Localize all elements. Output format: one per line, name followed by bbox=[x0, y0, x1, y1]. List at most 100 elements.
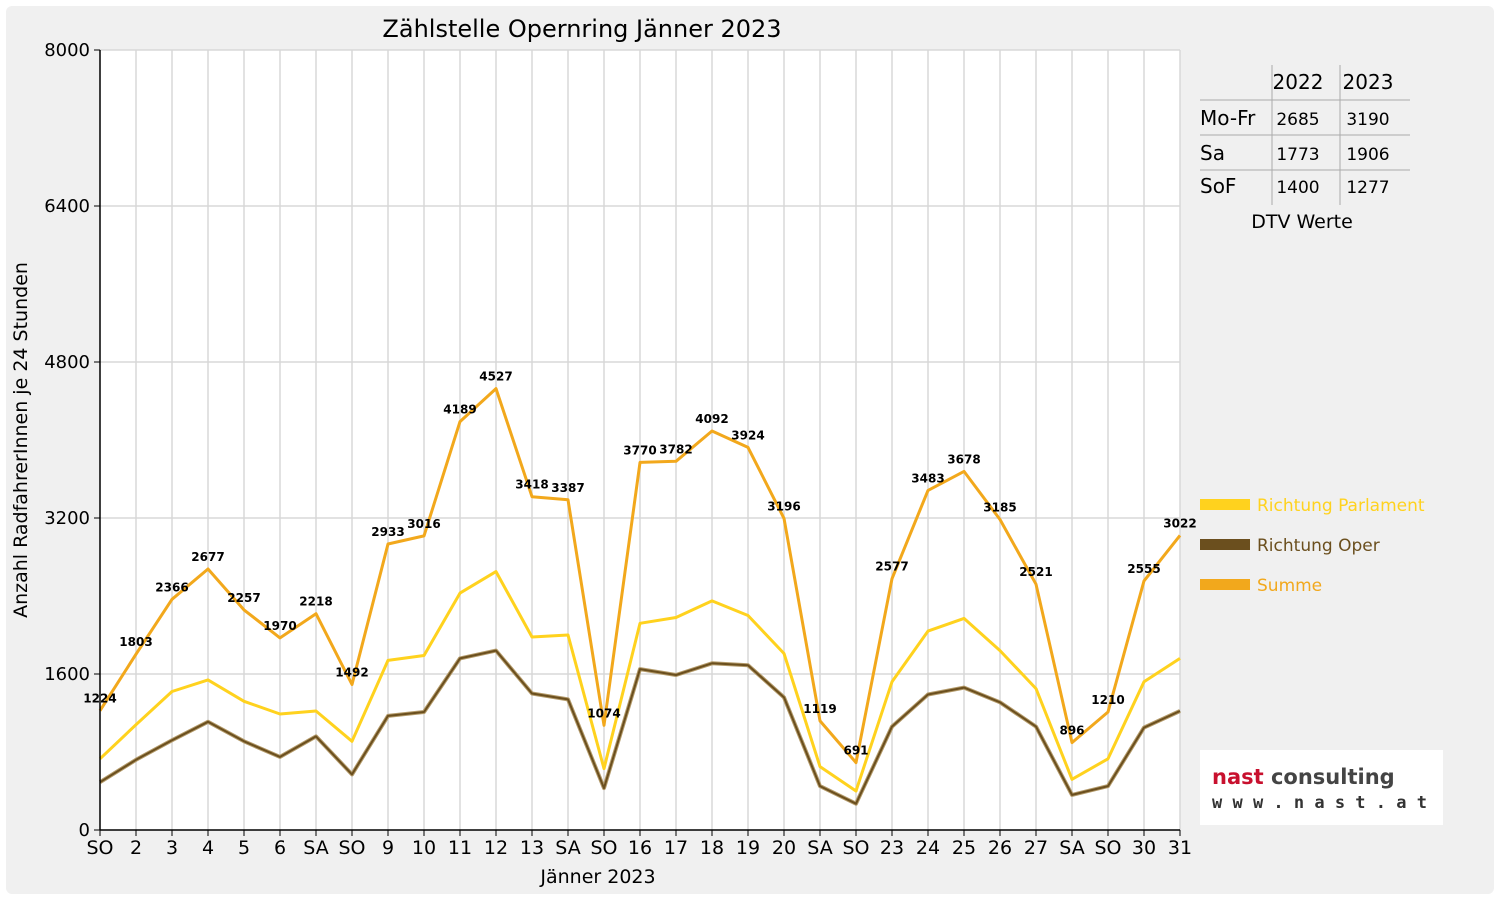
data-label: 2218 bbox=[299, 595, 332, 609]
x-tick-label: 20 bbox=[772, 837, 796, 859]
x-tick-label: SA bbox=[303, 837, 328, 859]
y-axis-label: Anzahl RadfahrerInnen je 24 Stunden bbox=[10, 262, 32, 618]
data-label: 3185 bbox=[983, 500, 1016, 514]
dtv-row-label: SoF bbox=[1200, 174, 1236, 198]
legend-label-summe: Summe bbox=[1257, 576, 1322, 596]
nast-consulting-logo: nast consulting w w w . n a s t . a t bbox=[1200, 750, 1443, 825]
x-tick-label: 2 bbox=[130, 837, 142, 859]
data-label: 3418 bbox=[515, 478, 548, 492]
data-label: 3016 bbox=[407, 517, 440, 531]
dtv-cell: 2685 bbox=[1276, 110, 1319, 130]
x-tick-label: 6 bbox=[274, 837, 286, 859]
x-tick-label: SA bbox=[555, 837, 580, 859]
data-label: 3924 bbox=[731, 428, 764, 442]
data-label: 3022 bbox=[1163, 516, 1196, 530]
chart-title: Zählstelle Opernring Jänner 2023 bbox=[382, 15, 781, 43]
x-tick-label: 17 bbox=[664, 837, 688, 859]
legend-label-oper: Richtung Oper bbox=[1257, 536, 1380, 556]
dtv-row-label: Mo-Fr bbox=[1200, 106, 1256, 130]
data-label: 3678 bbox=[947, 452, 980, 466]
x-tick-label: 30 bbox=[1132, 837, 1156, 859]
y-tick-labels: 0 1600 3200 4800 6400 8000 bbox=[44, 40, 90, 841]
legend-swatch-parlament bbox=[1200, 499, 1250, 510]
legend: Richtung Parlament Richtung Oper Summe bbox=[1200, 496, 1425, 596]
x-tick-label: 4 bbox=[202, 837, 214, 859]
data-label: 3483 bbox=[911, 471, 944, 485]
dtv-cell: 1400 bbox=[1276, 178, 1319, 198]
data-label: 1492 bbox=[335, 666, 368, 680]
x-tick-label: SO bbox=[590, 837, 617, 859]
x-tick-label: 9 bbox=[382, 837, 394, 859]
x-tick-label: 23 bbox=[880, 837, 904, 859]
data-label: 3387 bbox=[551, 481, 584, 495]
data-label: 2677 bbox=[191, 550, 224, 564]
x-tick-labels: SO 2 3 4 5 6 SA SO 9 10 11 12 13 SA SO 16 17 18 19 20 SA SO 23… bbox=[86, 837, 1192, 859]
data-label: 1970 bbox=[263, 619, 296, 633]
x-tick-label: SO bbox=[1094, 837, 1121, 859]
legend-label-parlament: Richtung Parlament bbox=[1257, 496, 1425, 516]
data-label: 2521 bbox=[1019, 565, 1052, 579]
data-labels: 1224180323662677225719702218149229333016… bbox=[83, 370, 1196, 758]
x-tick-label: 16 bbox=[628, 837, 652, 859]
dtv-cell: 1277 bbox=[1346, 178, 1389, 198]
x-tick-label: SO bbox=[86, 837, 113, 859]
dtv-cell: 1906 bbox=[1346, 145, 1389, 165]
dtv-cell: 3190 bbox=[1346, 110, 1389, 130]
data-label: 1119 bbox=[803, 702, 836, 716]
x-tick-label: SA bbox=[807, 837, 832, 859]
x-tick-label: 5 bbox=[238, 837, 250, 859]
x-tick-label: 25 bbox=[952, 837, 976, 859]
data-label: 3770 bbox=[623, 443, 656, 457]
data-label: 896 bbox=[1059, 724, 1084, 738]
series-lines bbox=[98, 387, 1182, 806]
logo-url: w w w . n a s t . a t bbox=[1212, 793, 1427, 813]
dtv-caption: DTV Werte bbox=[1251, 211, 1353, 233]
data-label: 4527 bbox=[479, 370, 512, 384]
x-tick-label: 13 bbox=[520, 837, 544, 859]
y-tick-label: 8000 bbox=[44, 40, 90, 61]
x-tick-label: 19 bbox=[736, 837, 760, 859]
data-label: 2257 bbox=[227, 591, 260, 605]
x-tick-label: SO bbox=[338, 837, 365, 859]
x-tick-label: 24 bbox=[916, 837, 940, 859]
x-tick-label: 10 bbox=[412, 837, 436, 859]
x-axis-label: Jänner 2023 bbox=[539, 866, 655, 888]
x-tick-label: SA bbox=[1059, 837, 1084, 859]
data-label: 4189 bbox=[443, 403, 476, 417]
y-tick-label: 3200 bbox=[44, 508, 90, 529]
legend-swatch-oper bbox=[1200, 539, 1250, 550]
axes bbox=[94, 49, 1181, 836]
y-tick-label: 6400 bbox=[44, 196, 90, 217]
data-label: 1074 bbox=[587, 706, 620, 720]
dtv-header-2023: 2023 bbox=[1343, 70, 1394, 94]
data-label: 1210 bbox=[1091, 693, 1124, 707]
data-label: 2577 bbox=[875, 560, 908, 574]
series-line-richtung-oper bbox=[99, 649, 1181, 805]
y-tick-label: 0 bbox=[79, 820, 90, 841]
y-tick-label: 1600 bbox=[44, 664, 90, 685]
dtv-cell: 1773 bbox=[1276, 145, 1319, 165]
dtv-row-label: Sa bbox=[1200, 141, 1225, 165]
dtv-table: 2022 2023 Mo-Fr 2685 3190 Sa 1773 1906 S… bbox=[1200, 65, 1410, 233]
x-tick-label: SO bbox=[842, 837, 869, 859]
legend-swatch-summe bbox=[1200, 579, 1250, 590]
data-label: 2933 bbox=[371, 525, 404, 539]
data-label: 4092 bbox=[695, 412, 728, 426]
x-tick-label: 26 bbox=[988, 837, 1012, 859]
x-tick-label: 3 bbox=[166, 837, 178, 859]
x-tick-label: 27 bbox=[1024, 837, 1048, 859]
x-tick-label: 12 bbox=[484, 837, 508, 859]
y-tick-label: 4800 bbox=[44, 352, 90, 373]
x-tick-label: 18 bbox=[700, 837, 724, 859]
logo-wordmark: nast consulting bbox=[1212, 765, 1395, 789]
dtv-header-2022: 2022 bbox=[1273, 70, 1324, 94]
data-label: 3196 bbox=[767, 499, 800, 513]
series-line-richtung-parlament bbox=[98, 570, 1181, 793]
data-label: 3782 bbox=[659, 442, 692, 456]
x-tick-label: 11 bbox=[448, 837, 472, 859]
x-tick-label: 31 bbox=[1168, 837, 1192, 859]
data-label: 2555 bbox=[1127, 562, 1160, 576]
data-label: 1803 bbox=[119, 635, 152, 649]
data-label: 691 bbox=[843, 744, 868, 758]
